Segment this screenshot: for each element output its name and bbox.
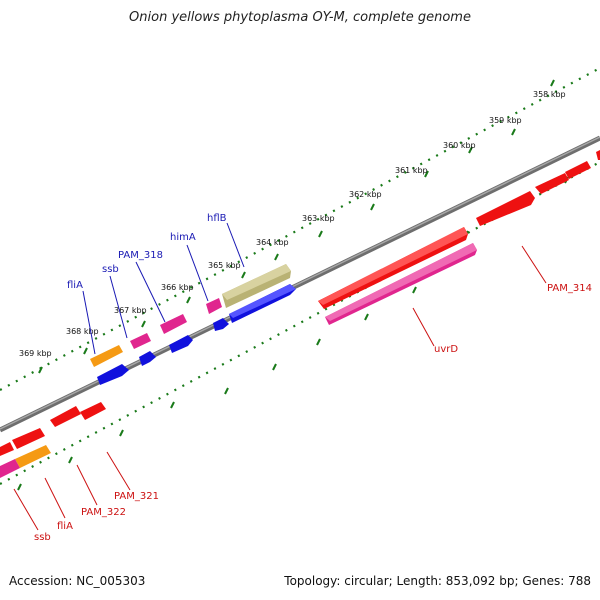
gene-pam322-red[interactable] [50,406,81,427]
ruler-label-364: 364 kbp [256,238,289,247]
ruler-label-366: 366 kbp [161,283,194,292]
gene-blue-small-1[interactable] [213,318,229,331]
gene-ssb-magenta[interactable] [130,333,151,349]
gene-uvrD-red-top [318,227,468,305]
label-hflB[interactable]: hflB [207,213,227,224]
ruler-label-368: 368 kbp [66,327,99,336]
gene-red-right-1[interactable] [535,173,569,194]
ruler-label-358: 358 kbp [533,90,566,99]
ruler-label-369: 369 kbp [19,349,52,358]
ruler-label-359: 359 kbp [489,116,522,125]
gene-blue-small-3[interactable] [139,351,156,366]
label-leaders-forward [82,222,245,355]
gene-fliA-orange-rev[interactable] [15,445,51,468]
outer-major-ticks [38,79,555,374]
genome-backbone [0,135,600,433]
genome-summary-text: Topology: circular; Length: 853,092 bp; … [284,574,591,588]
ruler-label-360: 360 kbp [443,141,476,150]
accession-text: Accession: NC_005303 [9,574,146,588]
label-leaders-reverse [13,245,547,531]
outer-tick-track [0,67,600,391]
gene-red-left-2[interactable] [0,442,14,456]
label-fliA-rev[interactable]: fliA [57,521,73,532]
ruler-labels: 358 kbp 359 kbp 360 kbp 361 kbp 362 kbp … [19,90,566,358]
gene-pam314-red[interactable] [476,191,535,226]
gene-blue-small-2[interactable] [169,335,193,353]
label-PAM_314[interactable]: PAM_314 [547,283,592,294]
feature-labels-reverse: PAM_314 uvrD PAM_321 PAM_322 fliA ssb [34,283,592,543]
feature-labels-forward: fliA ssb PAM_318 himA hflB [67,213,227,291]
label-PAM_318[interactable]: PAM_318 [118,250,163,261]
ruler-label-367: 367 kbp [114,306,147,315]
gene-himA-magenta[interactable] [206,298,222,314]
gene-red-left-1[interactable] [12,428,45,449]
gene-hflB-block-top [222,264,291,300]
label-uvrD[interactable]: uvrD [434,344,458,355]
genome-backbone-highlight [0,136,600,430]
label-fliA[interactable]: fliA [67,280,83,291]
ruler-label-363: 363 kbp [302,214,335,223]
gene-pam321-red[interactable] [80,402,106,420]
label-himA[interactable]: himA [170,232,196,243]
label-ssb[interactable]: ssb [102,264,119,275]
reverse-features [0,150,600,478]
ruler-label-362: 362 kbp [349,190,382,199]
ruler-label-361: 361 kbp [395,166,428,175]
ruler-label-365: 365 kbp [208,261,241,270]
gene-red-edge[interactable] [596,150,600,160]
forward-features [90,264,296,385]
page-title: Onion yellows phytoplasma OY-M, complete… [129,10,471,25]
label-PAM_321[interactable]: PAM_321 [114,491,159,502]
gene-red-right-2[interactable] [565,161,591,179]
label-ssb-rev[interactable]: ssb [34,532,51,543]
gene-blue-small-4[interactable] [97,364,129,385]
gene-blue-long-top [229,284,296,318]
gene-uvrD-magenta-top [325,243,477,321]
gene-pam318-magenta[interactable] [160,314,187,334]
gene-fliA-orange[interactable] [90,345,123,367]
label-PAM_322[interactable]: PAM_322 [81,507,126,518]
gene-ssb-magenta-rev[interactable] [0,459,20,478]
